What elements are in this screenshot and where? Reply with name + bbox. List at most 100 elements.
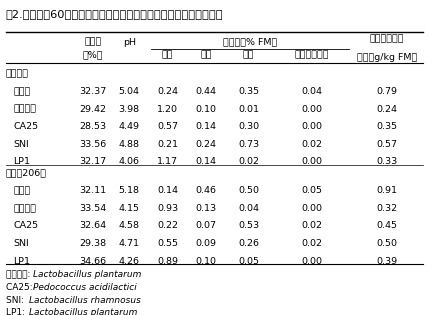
Text: 0.50: 0.50 — [377, 239, 398, 248]
Text: 関東飼206号: 関東飼206号 — [6, 169, 47, 178]
Text: プロピオン酸: プロピオン酸 — [294, 50, 329, 59]
Text: 0.00: 0.00 — [301, 256, 322, 266]
Text: 29.42: 29.42 — [79, 105, 106, 113]
Text: 0.35: 0.35 — [238, 87, 259, 96]
Text: 32.64: 32.64 — [79, 221, 106, 230]
Text: 0.02: 0.02 — [301, 221, 322, 230]
Text: 乳酸: 乳酸 — [162, 50, 173, 59]
Text: 0.24: 0.24 — [157, 87, 178, 96]
Text: 無添加: 無添加 — [13, 87, 30, 96]
Text: 4.15: 4.15 — [119, 204, 140, 213]
Text: 4.58: 4.58 — [119, 221, 140, 230]
Text: SNI: SNI — [13, 239, 29, 248]
Text: 畜草１号: 畜草１号 — [13, 105, 36, 113]
Text: 1.17: 1.17 — [157, 157, 178, 166]
Text: 0.14: 0.14 — [196, 122, 217, 131]
Text: 窒素（g/kg FM）: 窒素（g/kg FM） — [357, 53, 417, 62]
Text: 乾物率: 乾物率 — [85, 38, 102, 47]
Text: 0.32: 0.32 — [377, 204, 398, 213]
Text: SNI:: SNI: — [6, 296, 27, 305]
Text: 0.00: 0.00 — [301, 105, 322, 113]
Text: 0.10: 0.10 — [196, 105, 217, 113]
Text: pH: pH — [123, 38, 136, 47]
Text: 3.98: 3.98 — [119, 105, 140, 113]
Text: （%）: （%） — [83, 50, 103, 59]
Text: Lactobacillus plantarum: Lactobacillus plantarum — [33, 270, 141, 279]
Text: 0.02: 0.02 — [301, 239, 322, 248]
Text: 0.30: 0.30 — [238, 122, 259, 131]
Text: 1.20: 1.20 — [157, 105, 178, 113]
Text: 0.45: 0.45 — [377, 221, 398, 230]
Text: 0.35: 0.35 — [377, 122, 398, 131]
Text: 0.33: 0.33 — [377, 157, 398, 166]
Text: 酢酸: 酢酸 — [200, 50, 212, 59]
Text: CA25: CA25 — [13, 221, 39, 230]
Text: 0.05: 0.05 — [238, 256, 259, 266]
Text: LP1: LP1 — [13, 157, 30, 166]
Text: 0.13: 0.13 — [196, 204, 217, 213]
Text: 29.38: 29.38 — [79, 239, 106, 248]
Text: 0.55: 0.55 — [157, 239, 178, 248]
Text: 4.88: 4.88 — [119, 140, 140, 149]
Text: 32.11: 32.11 — [79, 186, 106, 195]
Text: 0.53: 0.53 — [238, 221, 259, 230]
Text: 0.01: 0.01 — [238, 105, 259, 113]
Text: 0.26: 0.26 — [238, 239, 259, 248]
Text: 33.54: 33.54 — [79, 204, 107, 213]
Text: 28.53: 28.53 — [79, 122, 106, 131]
Text: 34.66: 34.66 — [79, 256, 106, 266]
Text: 無添加: 無添加 — [13, 186, 30, 195]
Text: 0.57: 0.57 — [377, 140, 398, 149]
Text: 0.04: 0.04 — [238, 204, 259, 213]
Text: 畜草１号: 畜草１号 — [13, 204, 36, 213]
Text: 0.14: 0.14 — [157, 186, 178, 195]
Text: 0.89: 0.89 — [157, 256, 178, 266]
Text: 0.05: 0.05 — [301, 186, 322, 195]
Text: 0.46: 0.46 — [196, 186, 217, 195]
Text: 0.04: 0.04 — [301, 87, 322, 96]
Text: 0.91: 0.91 — [377, 186, 398, 195]
Text: 0.79: 0.79 — [377, 87, 398, 96]
Text: 4.71: 4.71 — [119, 239, 140, 248]
Text: 有機酸（% FM）: 有機酸（% FM） — [223, 38, 277, 47]
Text: 0.00: 0.00 — [301, 122, 322, 131]
Text: 4.49: 4.49 — [119, 122, 140, 131]
Text: 32.17: 32.17 — [79, 157, 106, 166]
Text: CA25:: CA25: — [6, 283, 35, 292]
Text: Lactobacillus rhamnosus: Lactobacillus rhamnosus — [29, 296, 141, 305]
Text: アンモニア態: アンモニア態 — [370, 34, 405, 43]
Text: LP1:: LP1: — [6, 308, 27, 315]
Text: Pedococcus acidilactici: Pedococcus acidilactici — [33, 283, 137, 292]
Text: 32.37: 32.37 — [79, 87, 107, 96]
Text: 畜草１号:: 畜草１号: — [6, 270, 33, 279]
Text: 0.00: 0.00 — [301, 204, 322, 213]
Text: 0.00: 0.00 — [301, 157, 322, 166]
Text: 4.06: 4.06 — [119, 157, 140, 166]
Text: 0.07: 0.07 — [196, 221, 217, 230]
Text: 0.02: 0.02 — [238, 157, 259, 166]
Text: 0.21: 0.21 — [157, 140, 178, 149]
Text: SNI: SNI — [13, 140, 29, 149]
Text: CA25: CA25 — [13, 122, 39, 131]
Text: 0.22: 0.22 — [157, 221, 178, 230]
Text: 4.26: 4.26 — [119, 256, 140, 266]
Text: 0.44: 0.44 — [196, 87, 217, 96]
Text: 0.24: 0.24 — [196, 140, 217, 149]
Text: 0.09: 0.09 — [196, 239, 217, 248]
Text: はまさり: はまさり — [6, 69, 29, 78]
Text: 0.10: 0.10 — [196, 256, 217, 266]
Text: 5.18: 5.18 — [119, 186, 140, 195]
Text: LP1: LP1 — [13, 256, 30, 266]
Text: 表2.　貯蔵後60日目の飼料イネロールベールサイレージの発酵品質: 表2. 貯蔵後60日目の飼料イネロールベールサイレージの発酵品質 — [6, 9, 223, 19]
Text: 0.02: 0.02 — [301, 140, 322, 149]
Text: 酪酸: 酪酸 — [243, 50, 254, 59]
Text: 0.93: 0.93 — [157, 204, 178, 213]
Text: 0.39: 0.39 — [377, 256, 398, 266]
Text: 0.57: 0.57 — [157, 122, 178, 131]
Text: 5.04: 5.04 — [119, 87, 140, 96]
Text: 33.56: 33.56 — [79, 140, 107, 149]
Text: 0.24: 0.24 — [377, 105, 398, 113]
Text: Lactobacillus plantarum: Lactobacillus plantarum — [29, 308, 137, 315]
Text: 0.73: 0.73 — [238, 140, 259, 149]
Text: 0.14: 0.14 — [196, 157, 217, 166]
